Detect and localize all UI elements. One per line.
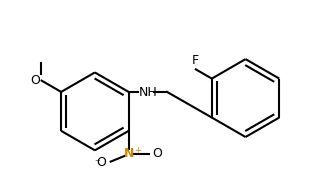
Text: O: O: [96, 156, 106, 169]
Text: ⁻: ⁻: [94, 159, 100, 169]
Text: NH: NH: [139, 86, 158, 99]
Text: +: +: [134, 146, 141, 155]
Text: O: O: [152, 147, 162, 160]
Text: N: N: [123, 147, 134, 160]
Text: O: O: [31, 74, 41, 87]
Text: F: F: [191, 54, 198, 67]
